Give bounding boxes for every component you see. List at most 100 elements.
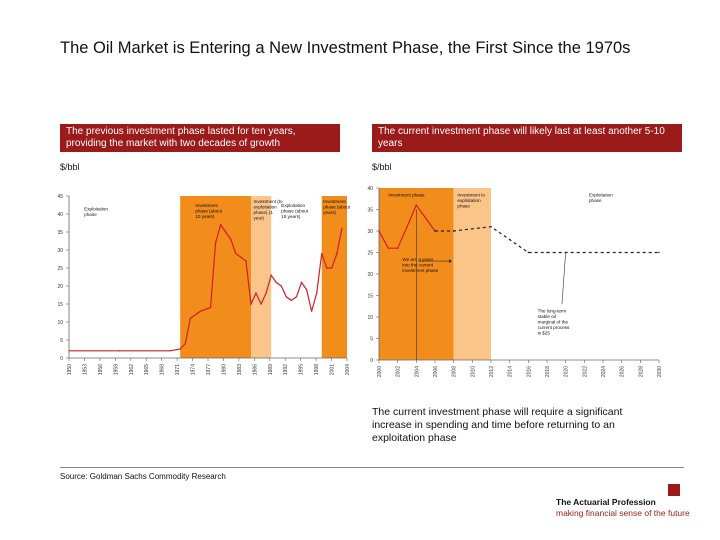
slide-title: The Oil Market is Entering a New Investm… <box>60 39 631 57</box>
x-tick-label: 2006 <box>433 366 439 377</box>
x-tick-label: 1968 <box>160 364 166 375</box>
footer-divider <box>60 467 684 468</box>
data-point <box>260 303 262 305</box>
data-point <box>245 260 247 262</box>
x-tick-label: 2024 <box>601 366 607 377</box>
y-tick-label: 5 <box>60 338 63 344</box>
y-tick-label: 0 <box>370 358 373 364</box>
investment-note: The current investment phase will requir… <box>372 406 623 444</box>
data-point <box>275 281 277 284</box>
annotation-3: Exploitation phase (about 15 years) <box>281 203 309 219</box>
series-line-forecast <box>435 226 659 254</box>
annotation-2: Exploitation phase <box>589 193 613 204</box>
x-tick-label: 2014 <box>508 366 514 377</box>
y-tick-label: 40 <box>57 212 63 218</box>
data-point <box>305 288 308 291</box>
x-tick-label: 2004 <box>345 364 350 375</box>
y-tick-label: 20 <box>367 272 373 278</box>
annotation-0: Exploitation phase <box>84 206 108 217</box>
data-point <box>295 296 298 298</box>
data-point <box>290 299 293 302</box>
x-tick-label: 1998 <box>314 364 320 375</box>
x-tick-label: 2030 <box>657 366 663 377</box>
x-tick-label: 1959 <box>113 364 119 375</box>
right-oil-price-forecast-chart: 0 5 10 15 20 25 30 35 40 2000 2002 2004 2006 2008 2010… <box>367 186 663 377</box>
data-point <box>300 281 303 284</box>
x-tick-label: 1971 <box>175 364 181 375</box>
data-point <box>434 230 436 232</box>
x-tick-label: 2002 <box>396 366 402 377</box>
data-point <box>68 350 70 352</box>
x-tick-label: 2026 <box>620 366 626 377</box>
x-tick-label: 2018 <box>545 366 551 377</box>
x-tick-label: 1983 <box>237 364 243 375</box>
data-point <box>336 252 338 255</box>
x-tick-label: 1962 <box>129 364 135 375</box>
x-tick-label: 1950 <box>67 364 73 375</box>
x-tick-label: 1977 <box>206 364 212 375</box>
brand-tagline: making financial sense of the future <box>556 508 690 518</box>
annotation-1: Investment to exploitation phase <box>457 193 485 209</box>
data-point <box>240 256 242 258</box>
annotation-3: We are 4 years into the current investment… <box>402 257 438 273</box>
data-point <box>564 251 567 254</box>
x-tick-label: 1956 <box>98 364 104 375</box>
data-point <box>415 204 418 206</box>
y-tick-label: 15 <box>57 302 63 308</box>
y-tick-label: 5 <box>370 337 373 343</box>
x-tick-label: 1980 <box>221 364 227 375</box>
data-point <box>235 252 237 255</box>
y-tick-label: 25 <box>367 251 373 257</box>
y-tick-label: 0 <box>60 356 63 362</box>
left-y-unit: $/bbl <box>60 162 80 172</box>
data-point <box>315 292 318 294</box>
data-point <box>285 296 288 298</box>
x-tick-label: 1965 <box>144 364 150 375</box>
data-point <box>224 231 227 233</box>
x-tick-label: 2022 <box>582 366 588 377</box>
annotation-2: Investment (to exploitation phase) (1 year) <box>253 199 283 221</box>
data-point <box>396 247 399 249</box>
y-tick-label: 15 <box>367 294 373 300</box>
annotation-0: Investment phase <box>388 193 425 198</box>
x-tick-label: 1995 <box>299 364 305 375</box>
source-note: Source: Goldman Sachs Commodity Research <box>60 472 226 481</box>
data-point <box>527 251 530 254</box>
data-point <box>179 348 181 350</box>
data-point <box>255 292 257 294</box>
data-point <box>452 230 455 232</box>
data-point <box>189 317 192 320</box>
data-point <box>321 252 323 255</box>
shaded-region-1 <box>453 188 491 360</box>
left-oil-price-chart: 0 5 10 15 20 25 30 35 40 45 1950 1953 1956 1959 1962 19… <box>57 194 350 375</box>
data-point <box>265 292 267 294</box>
data-point <box>508 238 511 241</box>
y-tick-label: 10 <box>57 320 63 326</box>
data-point <box>424 217 427 219</box>
y-tick-label: 35 <box>367 208 373 214</box>
data-point <box>118 350 121 352</box>
x-tick-label: 2020 <box>564 366 570 377</box>
x-tick-label: 2004 <box>414 366 420 377</box>
y-tick-label: 10 <box>367 315 373 321</box>
annotation-4: The long-term stable oil marginal of the cu… <box>538 309 570 336</box>
x-tick-label: 1986 <box>252 364 258 375</box>
x-tick-label: 1953 <box>82 364 88 375</box>
data-point <box>169 350 171 352</box>
data-point <box>209 306 212 309</box>
data-point <box>406 226 408 228</box>
data-point <box>184 342 186 345</box>
x-tick-label: 2016 <box>526 366 532 377</box>
data-point <box>219 224 222 226</box>
y-tick-label: 25 <box>57 266 63 272</box>
x-tick-label: 2012 <box>489 366 495 377</box>
brand-name: The Actuarial Profession <box>556 497 656 507</box>
data-point <box>250 303 252 305</box>
x-tick-label: 2001 <box>330 364 336 375</box>
data-point <box>490 226 492 228</box>
right-y-unit: $/bbl <box>372 162 392 172</box>
y-tick-label: 30 <box>367 229 373 235</box>
y-tick-label: 45 <box>57 194 63 200</box>
y-tick-label: 35 <box>57 230 63 236</box>
